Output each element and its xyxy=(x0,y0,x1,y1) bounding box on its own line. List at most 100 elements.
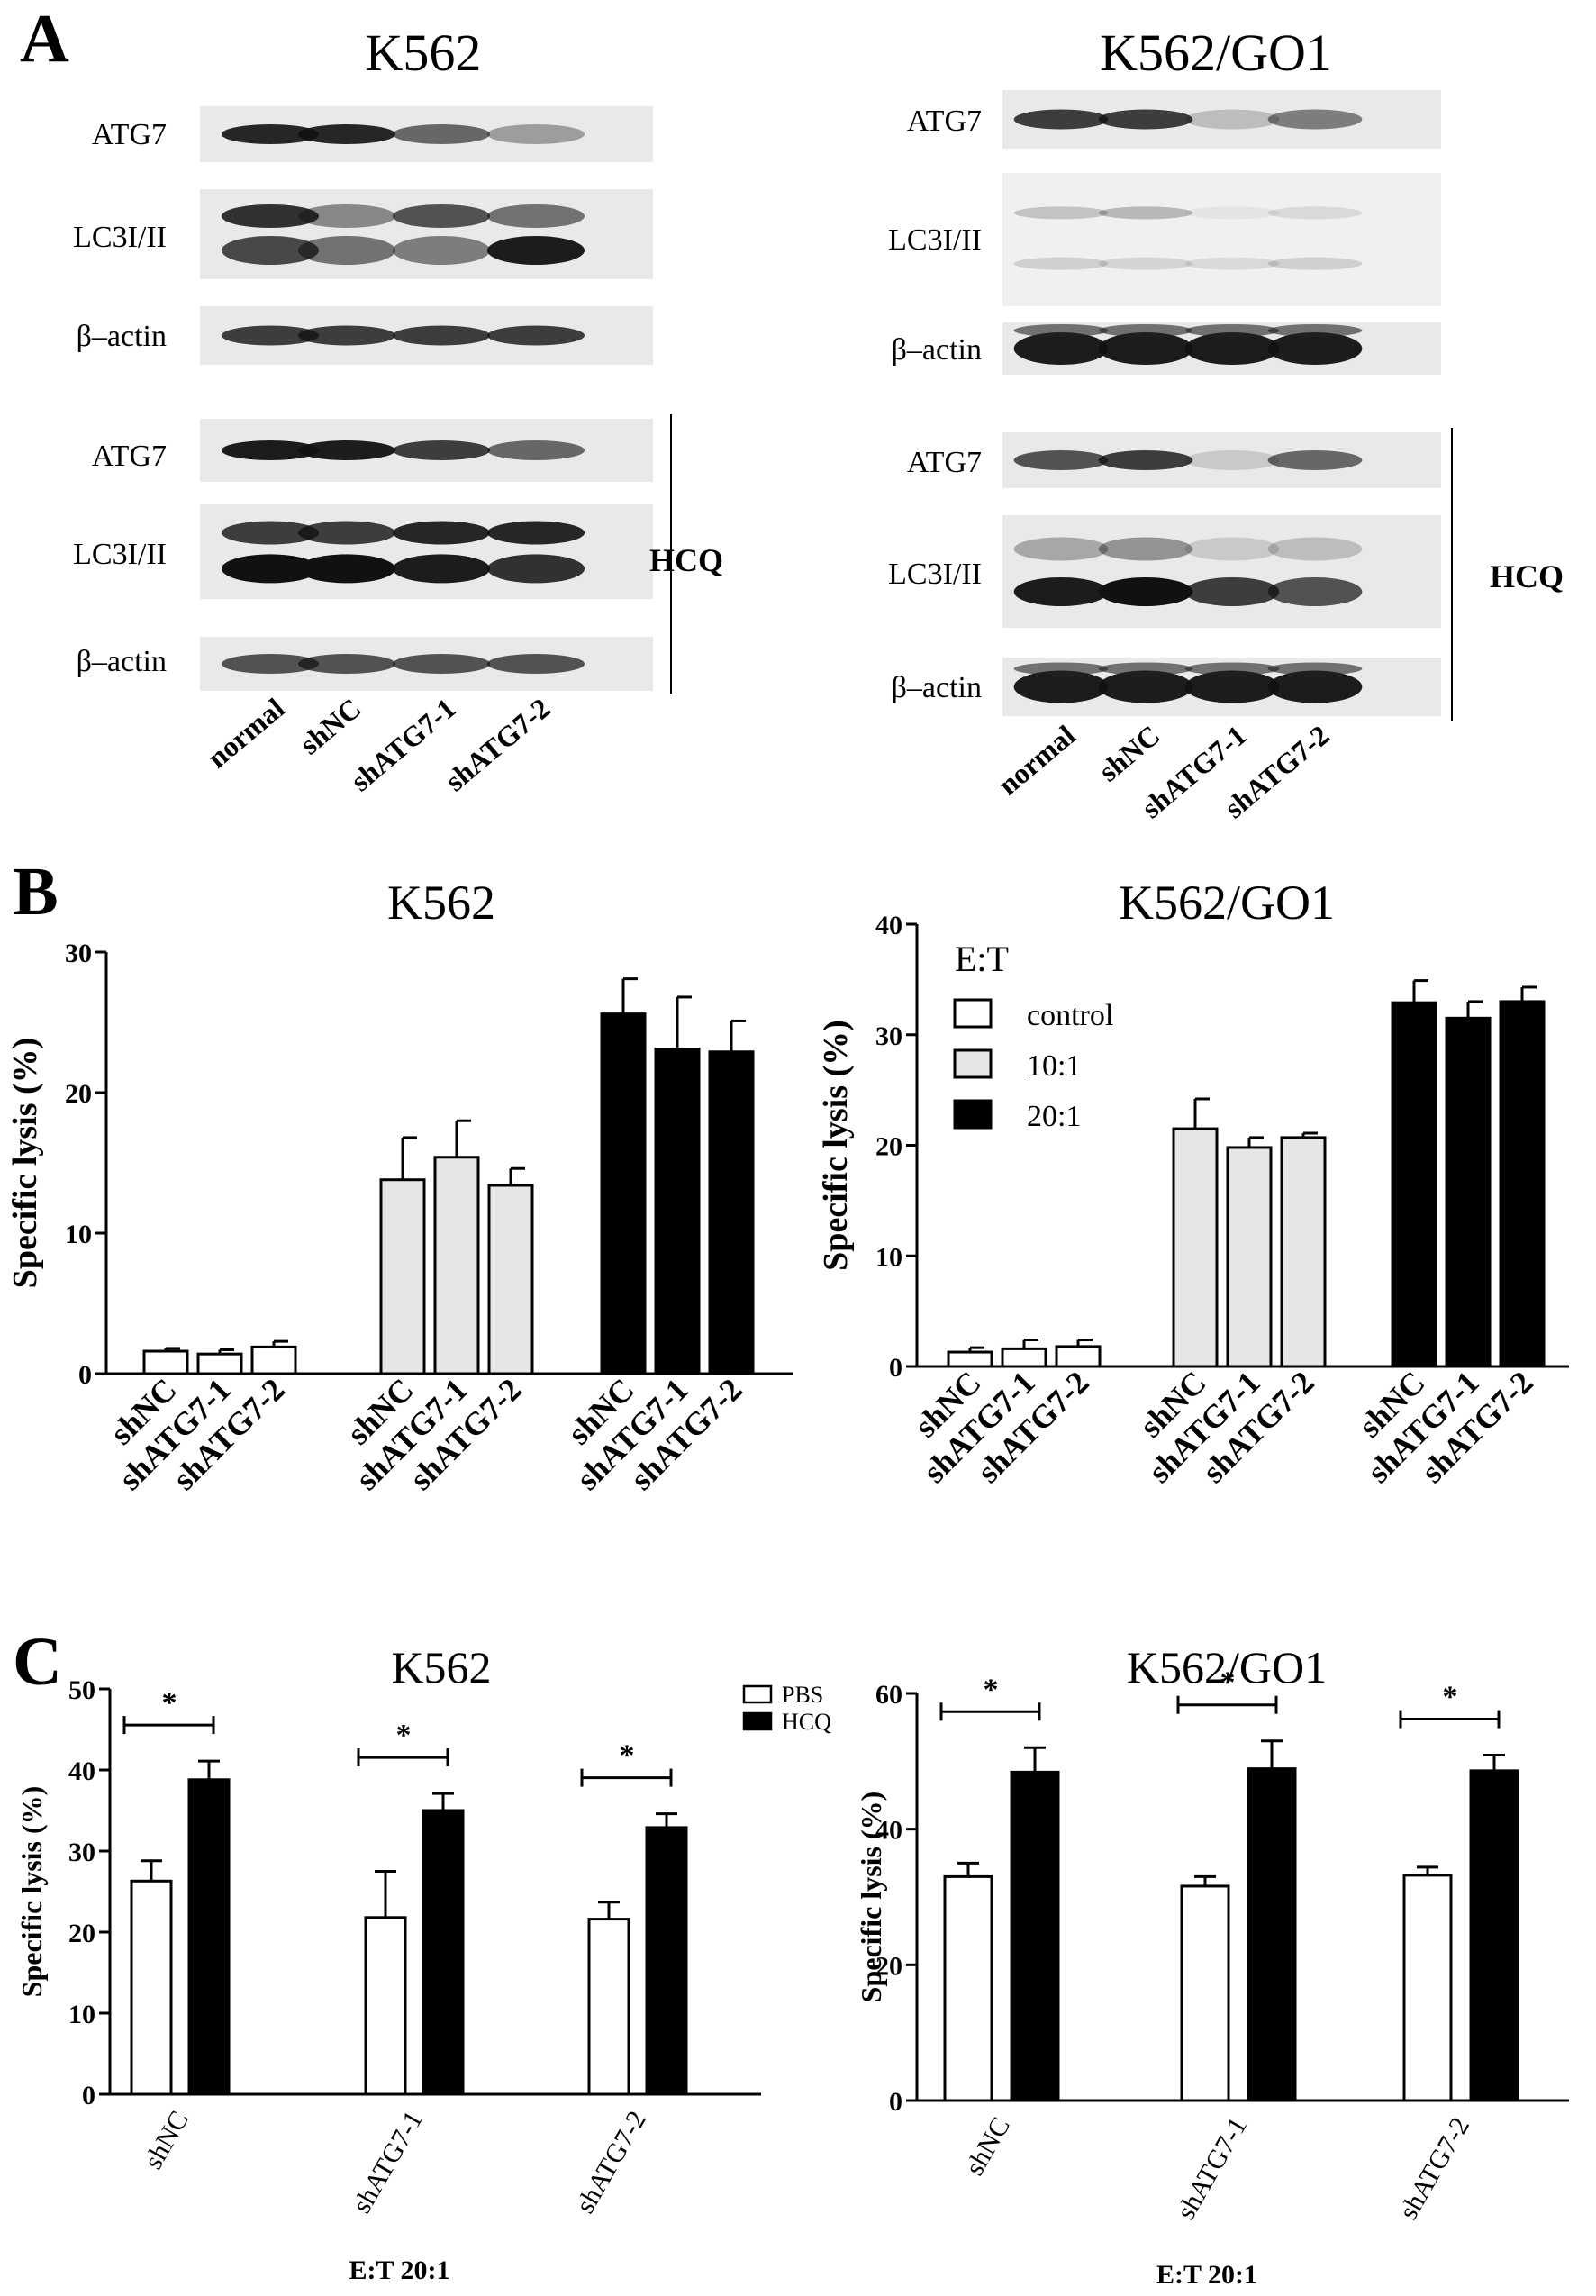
blot-band-lc3ii xyxy=(392,554,491,584)
y-axis-title: Specific lysis (%) xyxy=(6,1038,44,1289)
y-tick-label: 20 xyxy=(875,1951,902,1981)
y-tick-label: 10 xyxy=(875,1242,902,1272)
blot-strip-background xyxy=(200,504,653,599)
blot-band-lc3ii xyxy=(486,236,585,265)
blot-band-lc3ii xyxy=(392,236,491,265)
blot-strip xyxy=(1002,658,1441,716)
bar xyxy=(1226,1146,1273,1368)
panel-letter-c: C xyxy=(13,1624,62,1700)
y-axis-title: Specific lysis (%) xyxy=(817,1020,855,1271)
blot-band xyxy=(1013,450,1109,470)
blot-band-lc3i xyxy=(1184,537,1280,561)
bar xyxy=(1001,1347,1047,1368)
y-tick-label: 40 xyxy=(68,1756,95,1786)
blot-row-label: β–actin xyxy=(892,333,982,367)
bar xyxy=(1469,1769,1519,2102)
blot-band xyxy=(1184,332,1280,365)
y-tick-label: 30 xyxy=(875,1021,902,1051)
bar xyxy=(1280,1136,1327,1368)
blot-band xyxy=(1267,450,1363,470)
bar xyxy=(1402,1874,1453,2102)
blot-band xyxy=(392,325,491,346)
blot-row-label: LC3I/II xyxy=(73,221,167,254)
bar xyxy=(1172,1127,1219,1368)
panel-letter-a: A xyxy=(20,1,69,77)
blot-row-label: β–actin xyxy=(77,645,167,678)
bar xyxy=(947,1350,993,1368)
legend-swatch xyxy=(742,1711,773,1731)
legend-label: control xyxy=(1027,999,1113,1032)
chart-title: K562 xyxy=(387,876,495,930)
blot-band-lc3ii xyxy=(1098,257,1193,270)
blot-band xyxy=(1013,332,1109,365)
blot-strip-background xyxy=(1002,515,1441,628)
legend-label: PBS xyxy=(782,1682,823,1708)
legend-swatch xyxy=(953,998,993,1029)
significance-star: * xyxy=(1443,1681,1458,1714)
bar xyxy=(187,1778,231,2096)
blot-row-label: β–actin xyxy=(77,320,167,353)
blot-strip xyxy=(1002,322,1441,375)
bar xyxy=(1247,1767,1297,2102)
blot-band xyxy=(1013,109,1109,130)
bar xyxy=(1010,1770,1060,2102)
y-axis-title: Specific lysis (%) xyxy=(15,1786,48,1998)
blot-band-lc3i xyxy=(1267,537,1363,561)
blot-band-lc3ii xyxy=(486,554,585,584)
blot-strip xyxy=(200,419,653,482)
bar xyxy=(379,1178,426,1375)
blot-band xyxy=(1184,670,1280,703)
blot-band xyxy=(221,654,320,674)
y-tick-label: 60 xyxy=(875,1680,902,1710)
y-tick-label: 20 xyxy=(65,1079,92,1109)
blot-band xyxy=(1184,662,1280,676)
blot-band xyxy=(1267,332,1363,365)
chart-title: K562/GO1 xyxy=(1119,876,1335,930)
y-tick-label: 40 xyxy=(875,1816,902,1846)
blot-band-lc3ii xyxy=(1013,257,1109,270)
bar xyxy=(250,1345,297,1375)
blot-band-lc3i xyxy=(1184,206,1280,220)
blot-band-lc3i xyxy=(221,204,320,228)
blot-title: K562 xyxy=(366,23,482,82)
blot-band xyxy=(1267,324,1363,337)
bar xyxy=(1499,1000,1546,1368)
blot-band xyxy=(1184,109,1280,130)
y-tick-label: 10 xyxy=(65,1220,92,1249)
significance-star: * xyxy=(984,1673,999,1706)
panel-letter-b: B xyxy=(13,854,59,930)
blot-band-lc3i xyxy=(392,204,491,228)
blot-band xyxy=(1013,670,1109,703)
significance-star: * xyxy=(1220,1666,1236,1700)
blot-strip xyxy=(200,637,653,691)
blot-strip xyxy=(1002,173,1441,306)
blot-row-label: LC3I/II xyxy=(888,558,982,591)
legend-label: HCQ xyxy=(782,1709,831,1735)
blot-strip xyxy=(200,106,653,162)
legend-title: E:T xyxy=(955,939,1009,979)
blot-band-lc3i xyxy=(1013,206,1109,220)
blot-band-lc3i xyxy=(486,204,585,228)
y-tick-label: 50 xyxy=(68,1675,95,1705)
blot-strip-background xyxy=(200,189,653,279)
blot-strip xyxy=(1002,90,1441,149)
bar xyxy=(587,1918,630,2096)
blot-row-label: ATG7 xyxy=(907,446,982,479)
bar xyxy=(1055,1345,1102,1368)
blot-band-lc3ii xyxy=(221,554,320,584)
blot-band xyxy=(486,124,585,144)
blot-strip xyxy=(1002,432,1441,488)
bar xyxy=(1445,1016,1492,1368)
blot-row-label: LC3I/II xyxy=(888,223,982,257)
legend-swatch xyxy=(953,1099,993,1130)
blot-band-lc3ii xyxy=(1013,577,1109,606)
blot-band xyxy=(1098,109,1193,130)
bar xyxy=(196,1352,243,1375)
blot-band xyxy=(297,325,396,346)
blot-band xyxy=(486,654,585,674)
bar xyxy=(422,1809,465,2096)
blot-strip-background xyxy=(1002,173,1441,306)
significance-star: * xyxy=(162,1686,177,1720)
blot-band xyxy=(1267,662,1363,676)
blot-strip xyxy=(200,306,653,365)
